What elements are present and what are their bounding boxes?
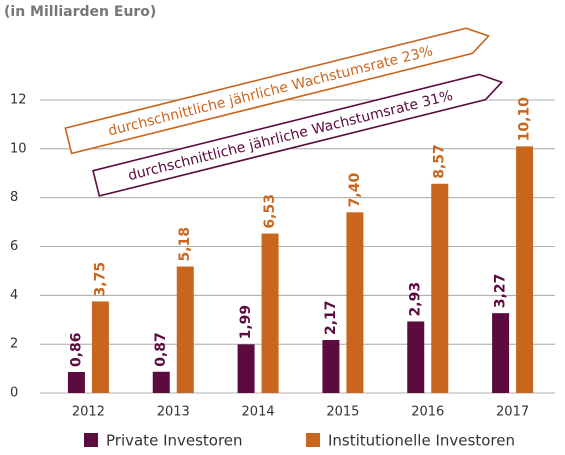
bar bbox=[261, 233, 279, 393]
bar bbox=[67, 372, 85, 393]
y-tick-label: 12 bbox=[10, 93, 27, 108]
value-label: 6,53 bbox=[262, 194, 278, 229]
legend-swatch bbox=[84, 433, 98, 447]
y-tick-label: 6 bbox=[10, 239, 18, 254]
bar bbox=[322, 340, 340, 393]
value-label: 3,75 bbox=[92, 262, 108, 297]
bar bbox=[91, 301, 109, 393]
x-tick-label: 2014 bbox=[242, 405, 275, 420]
legend-label: Private Investoren bbox=[106, 432, 243, 450]
y-tick-label: 10 bbox=[10, 141, 27, 156]
arrow-shape bbox=[92, 73, 504, 197]
x-tick-label: 2017 bbox=[496, 405, 529, 420]
x-tick-label: 2016 bbox=[411, 405, 444, 420]
arrow-shape bbox=[64, 27, 491, 155]
x-tick-label: 2013 bbox=[157, 405, 190, 420]
value-label: 2,17 bbox=[323, 300, 339, 335]
value-label: 7,40 bbox=[347, 173, 363, 208]
bar bbox=[431, 183, 449, 393]
x-tick-label: 2015 bbox=[326, 405, 359, 420]
chart-title: (in Milliarden Euro) bbox=[4, 4, 156, 20]
x-tick-label: 2012 bbox=[72, 405, 105, 420]
y-tick-label: 0 bbox=[10, 386, 18, 401]
value-label: 0,86 bbox=[68, 332, 84, 367]
y-tick-label: 8 bbox=[10, 190, 18, 205]
bar bbox=[516, 146, 534, 393]
value-label: 0,87 bbox=[153, 332, 169, 367]
bar bbox=[492, 313, 510, 393]
y-tick-label: 4 bbox=[10, 288, 18, 303]
bar bbox=[407, 321, 425, 393]
legend-swatch bbox=[306, 433, 320, 447]
bar bbox=[176, 266, 194, 393]
value-label: 3,27 bbox=[493, 274, 509, 309]
value-label: 8,57 bbox=[432, 144, 448, 179]
legend-label: Institutionelle Investoren bbox=[328, 432, 515, 450]
value-label: 10,10 bbox=[517, 97, 533, 142]
bar bbox=[152, 371, 170, 393]
value-label: 2,93 bbox=[408, 282, 424, 317]
value-label: 1,99 bbox=[238, 305, 254, 340]
bar bbox=[346, 212, 364, 393]
y-tick-label: 2 bbox=[10, 337, 18, 352]
bar bbox=[237, 344, 255, 393]
value-label: 5,18 bbox=[177, 227, 193, 262]
